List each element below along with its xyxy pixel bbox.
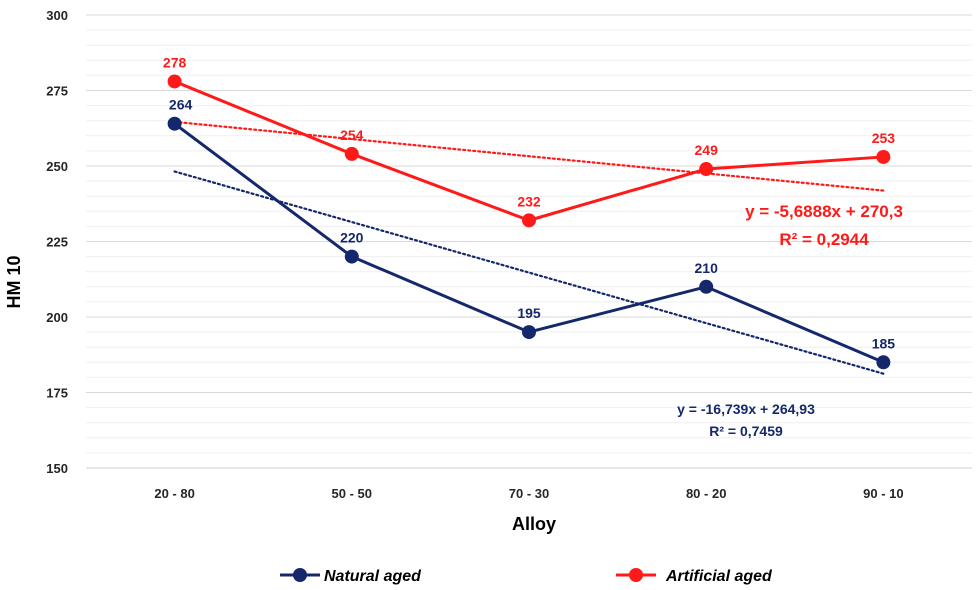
data-label: 210 xyxy=(695,260,719,276)
y-tick-label: 250 xyxy=(46,159,68,174)
data-point xyxy=(344,249,359,264)
y-tick-label: 300 xyxy=(46,8,68,23)
trendline-artificial-aged xyxy=(173,120,885,192)
y-axis-title: HM 10 xyxy=(4,255,24,308)
data-label: 195 xyxy=(517,305,541,321)
trendline-r-squared: R² = 0,7459 xyxy=(709,423,783,439)
y-axis-ticks: 150 175 200 225 250 275 300 xyxy=(46,8,68,476)
trendline-equation: y = -16,739x + 264,93 xyxy=(677,401,815,417)
data-point xyxy=(876,149,891,164)
data-point xyxy=(522,325,536,340)
y-tick-label: 275 xyxy=(46,84,68,99)
data-point xyxy=(699,279,714,294)
data-label: 264 xyxy=(169,97,193,113)
legend-label-artificial-aged: Artificial aged xyxy=(665,568,773,585)
data-label: 232 xyxy=(517,193,541,209)
data-point xyxy=(876,355,891,370)
data-labels: 264 220 195 210 185 278 254 232 249 253 xyxy=(163,54,895,351)
legend-label-natural-aged: Natural aged xyxy=(324,568,422,585)
data-point xyxy=(344,146,359,161)
data-point xyxy=(167,74,182,89)
data-point xyxy=(167,116,182,131)
y-tick-label: 200 xyxy=(46,310,68,325)
data-label: 254 xyxy=(340,127,364,143)
trendline-natural-aged xyxy=(173,170,885,375)
trendline-r-squared: R² = 0,2944 xyxy=(779,230,869,249)
x-axis-title: Alloy xyxy=(512,514,556,534)
data-label: 249 xyxy=(695,142,719,158)
trendline-equations: y = -16,739x + 264,93 R² = 0,7459 y = -5,6… xyxy=(677,202,903,439)
legend-swatch-marker xyxy=(629,568,643,582)
y-tick-label: 225 xyxy=(46,235,68,250)
data-points xyxy=(167,74,891,370)
y-tick-label: 150 xyxy=(46,461,68,476)
legend-item-natural-aged: Natural aged xyxy=(280,568,422,585)
data-label: 278 xyxy=(163,54,187,70)
data-point xyxy=(522,213,536,228)
data-label: 220 xyxy=(340,230,364,246)
legend: Natural aged Artificial aged xyxy=(280,568,773,585)
legend-swatch-marker xyxy=(293,568,307,582)
legend-item-artificial-aged: Artificial aged xyxy=(616,568,773,585)
data-label: 253 xyxy=(872,130,896,146)
y-tick-label: 175 xyxy=(46,386,68,401)
x-tick-label: 70 - 30 xyxy=(509,486,549,501)
trendline-equation: y = -5,6888x + 270,3 xyxy=(745,202,903,221)
x-axis-ticks: 20 - 80 50 - 50 70 - 30 80 - 20 90 - 10 xyxy=(154,486,903,501)
data-label: 185 xyxy=(872,335,896,351)
x-tick-label: 20 - 80 xyxy=(154,486,194,501)
x-tick-label: 90 - 10 xyxy=(863,486,903,501)
x-tick-label: 50 - 50 xyxy=(332,486,372,501)
x-tick-label: 80 - 20 xyxy=(686,486,726,501)
data-point xyxy=(699,162,714,177)
trendlines xyxy=(173,120,885,375)
